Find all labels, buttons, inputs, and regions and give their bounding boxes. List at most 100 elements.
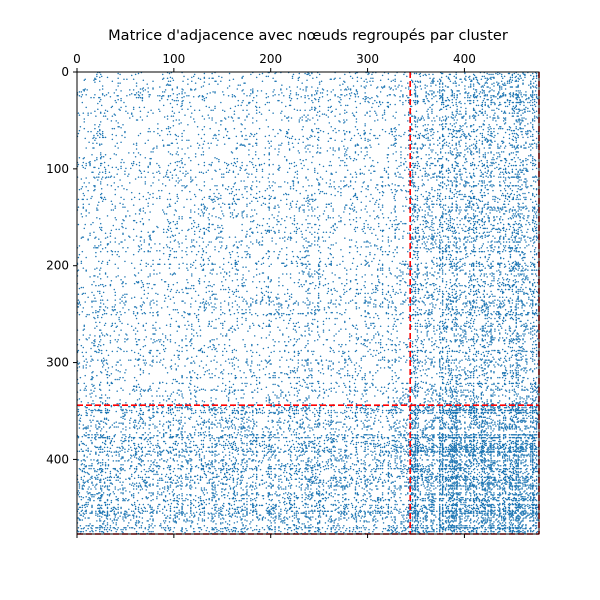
adjacency-point — [493, 90, 495, 92]
adjacency-point — [88, 212, 90, 214]
adjacency-point — [96, 158, 98, 161]
adjacency-point — [311, 108, 313, 111]
adjacency-point — [144, 432, 147, 434]
adjacency-point — [486, 159, 488, 162]
adjacency-point — [449, 73, 452, 76]
adjacency-point — [119, 359, 121, 361]
adjacency-point — [201, 128, 204, 131]
adjacency-point — [109, 526, 112, 529]
adjacency-point — [116, 340, 118, 343]
adjacency-point — [81, 485, 84, 487]
adjacency-point — [106, 299, 109, 301]
adjacency-point — [77, 206, 80, 208]
adjacency-point — [491, 164, 493, 167]
adjacency-point — [187, 147, 189, 149]
adjacency-point — [103, 112, 106, 114]
adjacency-point — [407, 96, 410, 99]
adjacency-point — [78, 188, 81, 191]
adjacency-point — [441, 125, 444, 128]
adjacency-point — [82, 166, 85, 169]
adjacency-point — [149, 94, 151, 96]
adjacency-point — [516, 121, 518, 123]
adjacency-point — [332, 154, 334, 156]
adjacency-point — [250, 93, 252, 95]
adjacency-point — [111, 424, 114, 426]
adjacency-point — [140, 464, 143, 467]
adjacency-point — [227, 94, 230, 97]
adjacency-point — [465, 75, 467, 78]
adjacency-point — [318, 81, 321, 83]
adjacency-point — [423, 98, 425, 101]
adjacency-point — [158, 164, 160, 167]
adjacency-point — [458, 113, 460, 115]
adjacency-point — [300, 162, 302, 165]
adjacency-point — [90, 459, 92, 461]
adjacency-point — [109, 518, 112, 520]
adjacency-point — [218, 158, 220, 161]
adjacency-point — [161, 381, 164, 384]
adjacency-point — [133, 267, 136, 269]
adjacency-point — [144, 424, 147, 426]
adjacency-point — [159, 340, 161, 343]
adjacency-point — [94, 387, 96, 389]
adjacency-point — [94, 245, 96, 247]
adjacency-point — [330, 111, 332, 113]
adjacency-point — [465, 119, 467, 121]
adjacency-point — [398, 134, 400, 137]
adjacency-point — [176, 160, 178, 163]
adjacency-point — [481, 132, 484, 135]
adjacency-point — [353, 115, 356, 117]
adjacency-point — [428, 100, 430, 103]
adjacency-point — [123, 161, 125, 164]
adjacency-point — [305, 116, 307, 118]
adjacency-point — [103, 335, 106, 337]
adjacency-point — [83, 79, 86, 81]
adjacency-point — [94, 445, 96, 448]
adjacency-point — [169, 505, 172, 508]
adjacency-point — [120, 469, 122, 472]
adjacency-point — [445, 141, 448, 143]
adjacency-point — [169, 395, 172, 397]
adjacency-point — [115, 410, 117, 413]
adjacency-point — [100, 192, 103, 195]
adjacency-point — [132, 108, 135, 111]
adjacency-point — [122, 417, 124, 420]
adjacency-point — [149, 275, 151, 277]
adjacency-point — [92, 142, 94, 144]
adjacency-point — [78, 423, 81, 425]
adjacency-point — [113, 440, 116, 443]
adjacency-point — [289, 93, 292, 95]
adjacency-point — [367, 73, 369, 76]
adjacency-point — [135, 410, 138, 413]
adjacency-point — [458, 84, 460, 86]
adjacency-point — [142, 422, 145, 424]
adjacency-point — [115, 134, 117, 137]
adjacency-point — [114, 250, 117, 253]
adjacency-point — [232, 164, 235, 167]
adjacency-point — [114, 527, 117, 530]
adjacency-point — [110, 501, 113, 504]
adjacency-point — [85, 395, 87, 397]
adjacency-point — [118, 378, 120, 381]
adjacency-point — [85, 106, 87, 109]
adjacency-point — [535, 143, 538, 145]
adjacency-point — [114, 145, 117, 147]
adjacency-point — [86, 456, 88, 458]
adjacency-point — [106, 236, 109, 238]
adjacency-point — [349, 139, 352, 142]
adjacency-point — [101, 513, 104, 515]
adjacency-point — [141, 451, 144, 453]
adjacency-point — [348, 93, 351, 95]
adjacency-point — [487, 86, 489, 88]
adjacency-point — [504, 131, 507, 134]
adjacency-point — [116, 378, 118, 381]
adjacency-point — [515, 125, 517, 128]
adjacency-point — [453, 96, 456, 99]
adjacency-point — [459, 93, 461, 95]
adjacency-point — [80, 401, 83, 403]
adjacency-point — [77, 269, 80, 271]
adjacency-point — [115, 508, 117, 511]
adjacency-point — [418, 134, 421, 137]
adjacency-point — [149, 446, 151, 449]
adjacency-point — [196, 142, 199, 144]
